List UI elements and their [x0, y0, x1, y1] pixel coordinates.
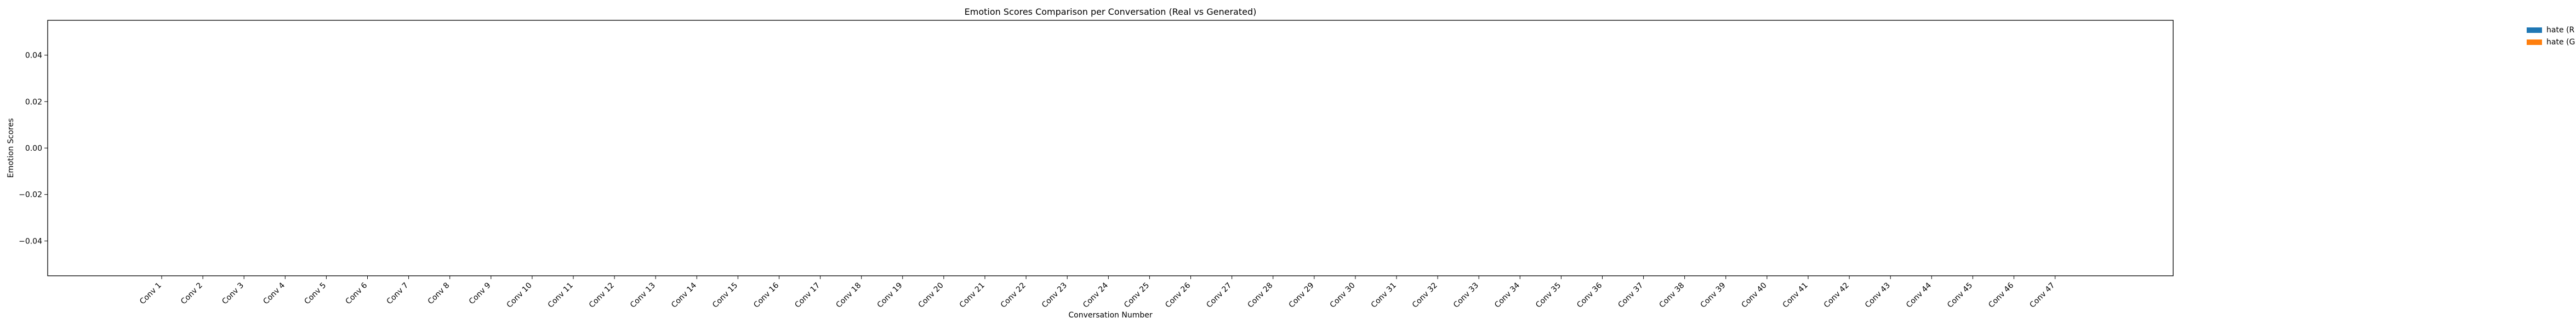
legend-label-generated: hate (G — [2546, 38, 2575, 47]
legend: hate (R hate (G — [2527, 24, 2576, 48]
x-tick-label: Conv 8 — [426, 281, 452, 307]
x-tick-label: Conv 40 — [1740, 281, 1769, 310]
x-tick-label: Conv 36 — [1575, 281, 1604, 309]
x-tick-label: Conv 4 — [261, 281, 287, 306]
x-tick-label: Conv 25 — [1122, 281, 1151, 310]
x-tick-label: Conv 35 — [1534, 281, 1563, 310]
legend-swatch-generated — [2527, 39, 2542, 45]
x-tick-label: Conv 6 — [344, 281, 369, 306]
x-tick-label: Conv 45 — [1946, 281, 1974, 310]
x-tick-label: Conv 31 — [1370, 281, 1398, 310]
x-tick-label: Conv 16 — [752, 281, 780, 309]
legend-item-generated: hate (G — [2527, 36, 2576, 48]
legend-swatch-real — [2527, 27, 2542, 33]
x-tick-label: Conv 26 — [1164, 281, 1192, 309]
legend-item-real: hate (R — [2527, 24, 2576, 36]
x-tick-label: Conv 39 — [1699, 281, 1727, 310]
x-tick-label: Conv 18 — [834, 281, 863, 310]
y-tick-label: 0.04 — [25, 52, 42, 60]
x-tick-label: Conv 21 — [958, 281, 987, 310]
x-tick-label: Conv 1 — [138, 281, 163, 307]
x-tick-label: Conv 28 — [1246, 281, 1274, 310]
y-tick-label: −0.02 — [19, 191, 42, 200]
x-axis-label: Conversation Number — [1068, 311, 1152, 320]
x-tick-label: Conv 46 — [1987, 281, 2015, 309]
x-tick-label: Conv 17 — [793, 281, 822, 310]
x-tick-label: Conv 27 — [1205, 281, 1233, 310]
x-tick-label: Conv 33 — [1452, 281, 1480, 310]
x-tick-label: Conv 34 — [1493, 281, 1521, 309]
x-tick-label: Conv 14 — [670, 281, 698, 309]
legend-label-real: hate (R — [2546, 26, 2575, 35]
y-axis: 0.04 0.02 0.00 −0.02 −0.04 — [19, 52, 48, 246]
y-axis-label: Emotion Scores — [7, 118, 15, 178]
y-tick-label: −0.04 — [19, 237, 42, 246]
x-tick-label: Conv 10 — [505, 281, 534, 310]
x-tick-label: Conv 44 — [1905, 281, 1933, 309]
x-tick-label: Conv 7 — [385, 281, 411, 307]
x-tick-label: Conv 41 — [1781, 281, 1810, 310]
x-tick-label: Conv 30 — [1329, 281, 1357, 310]
x-tick-label: Conv 3 — [220, 281, 246, 307]
x-tick-label: Conv 32 — [1411, 281, 1439, 310]
y-tick-label: 0.02 — [25, 98, 42, 106]
chart-title: Emotion Scores Comparison per Conversati… — [965, 7, 1257, 17]
x-tick-label: Conv 23 — [1040, 281, 1069, 310]
x-tick-label: Conv 22 — [999, 281, 1028, 310]
x-tick-label: Conv 24 — [1081, 281, 1110, 309]
x-tick-label: Conv 38 — [1657, 281, 1686, 310]
x-tick-label: Conv 47 — [2028, 281, 2056, 310]
x-tick-label: Conv 12 — [588, 281, 616, 310]
x-tick-label: Conv 42 — [1822, 281, 1851, 310]
x-tick-label: Conv 43 — [1863, 281, 1892, 310]
x-tick-label: Conv 37 — [1616, 281, 1645, 310]
x-tick-label: Conv 2 — [179, 281, 204, 307]
x-tick-label: Conv 9 — [468, 281, 493, 307]
x-axis: Conv 1 Conv 2 Conv 3 Conv 4 Conv 5 Conv 6 Conv… — [138, 276, 2056, 310]
x-tick-label: Conv 11 — [546, 281, 575, 310]
y-tick-label: 0.00 — [25, 144, 42, 153]
plot-area — [47, 20, 2174, 276]
x-tick-label: Conv 5 — [303, 281, 328, 307]
x-tick-label: Conv 13 — [629, 281, 657, 310]
x-tick-label: Conv 29 — [1287, 281, 1315, 310]
x-tick-label: Conv 15 — [711, 281, 739, 310]
x-tick-label: Conv 19 — [875, 281, 904, 310]
x-tick-label: Conv 20 — [917, 281, 945, 310]
